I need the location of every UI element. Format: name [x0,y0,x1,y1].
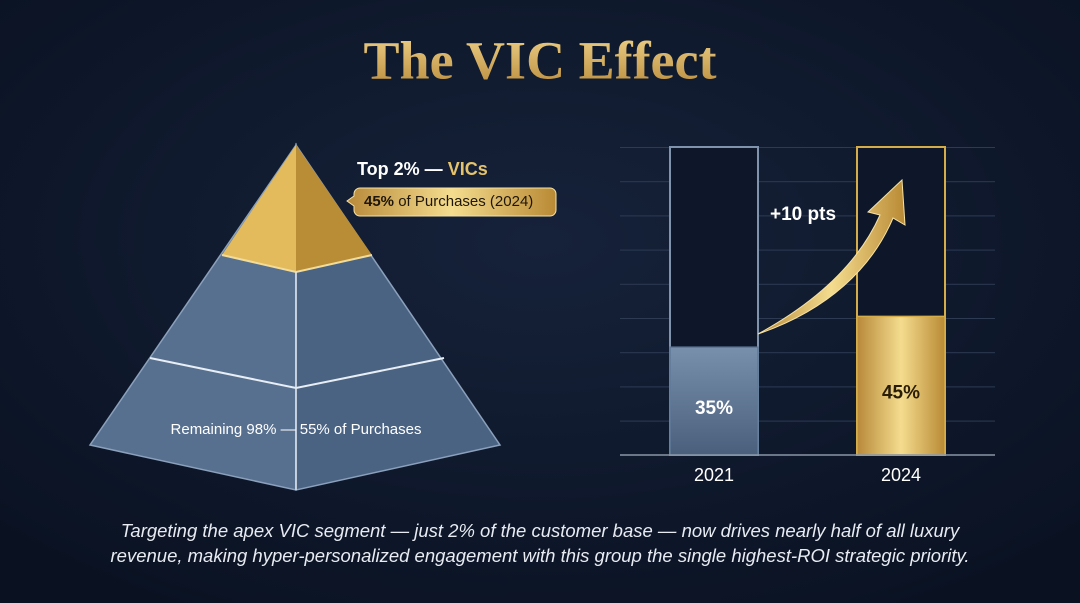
caption-line: revenue, making hyper-personalized engag… [111,545,970,566]
badge [346,187,557,217]
bar-chart: 35% 2021 45% 2024 +10 pts [620,146,995,485]
bar-value-label: 35% [695,398,733,419]
bar [856,315,946,456]
pyramid-apex-right [296,145,372,272]
top-label-lead: Top 2% — [357,159,443,179]
pyramid [88,142,502,491]
annotation: +10 pts [770,204,836,225]
bar [669,346,759,456]
caption-line: Targeting the apex VIC segment — just 2%… [121,520,961,541]
badge-value: 45% [364,193,394,210]
badge-text: 45% of Purchases (2024) [364,193,533,210]
badge-desc: of Purchases (2024) [398,193,533,210]
base-label: Remaining 98% — 55% of Purchases [171,421,422,438]
top-label: Top 2% — VICs [357,159,488,179]
top-label-accent: VICs [448,159,488,179]
x-tick-label: 2024 [881,465,921,485]
growth-arrow [757,178,906,335]
pyramid-apex-left [222,145,296,272]
bar-value-label: 45% [882,383,920,404]
x-tick-label: 2021 [694,465,734,485]
title: The VIC Effect [364,30,717,90]
